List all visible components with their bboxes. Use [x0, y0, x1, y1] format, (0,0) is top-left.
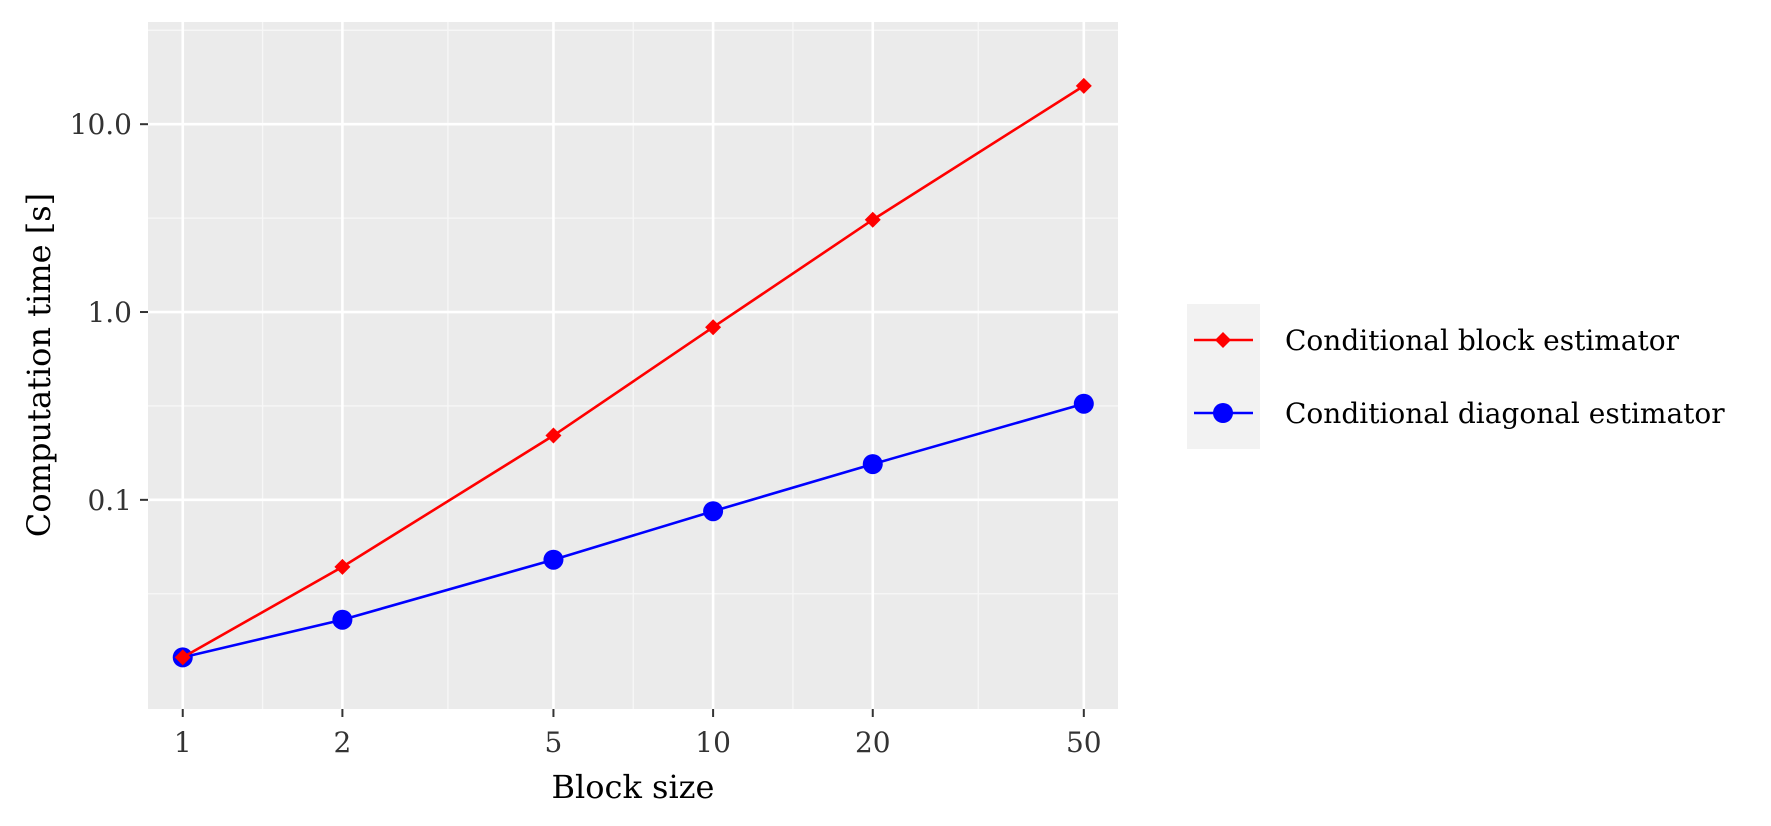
- y-tick-label: 1.0: [87, 296, 132, 329]
- data-point: [545, 427, 562, 444]
- data-point: [1073, 393, 1094, 414]
- y-axis: 0.1 1.0 10.0: [70, 108, 148, 517]
- legend-label: Conditional diagonal estimator: [1285, 397, 1725, 430]
- legend-item: Conditional diagonal estimator: [1194, 397, 1725, 430]
- y-axis-title: Computation time [s]: [20, 193, 58, 537]
- series-2: [172, 393, 1094, 668]
- data-point: [174, 649, 191, 666]
- legend-item: Conditional block estimator: [1194, 324, 1680, 357]
- x-tick-label: 5: [545, 726, 563, 759]
- data-point: [332, 609, 353, 630]
- x-tick-label: 2: [333, 726, 351, 759]
- y-tick-label: 10.0: [70, 108, 132, 141]
- data-point: [862, 454, 883, 475]
- data-point: [334, 558, 351, 575]
- series-line: [182, 84, 1085, 659]
- x-axis-title: Block size: [552, 768, 715, 806]
- x-tick-label: 10: [695, 726, 731, 759]
- legend-marker: [1213, 403, 1233, 423]
- series-line: [182, 402, 1085, 659]
- series-layer: [172, 77, 1094, 668]
- legend-key-background: [1187, 304, 1260, 449]
- data-point: [703, 501, 724, 522]
- x-tick-label: 1: [174, 726, 192, 759]
- data-point: [864, 211, 881, 228]
- x-tick-label: 50: [1066, 726, 1102, 759]
- y-tick-label: 0.1: [87, 484, 132, 517]
- x-axis: 1 2 5 10 20 50: [174, 709, 1102, 759]
- minor-gridlines: [148, 22, 1118, 709]
- legend-label: Conditional block estimator: [1285, 324, 1680, 357]
- data-point: [543, 549, 564, 570]
- legend-marker: [1215, 332, 1231, 348]
- major-gridlines: [148, 22, 1118, 709]
- data-point: [705, 319, 722, 336]
- data-point: [1075, 77, 1092, 94]
- series-1: [174, 77, 1092, 666]
- legend: Conditional block estimator Conditional d…: [1187, 304, 1725, 449]
- x-tick-label: 20: [855, 726, 891, 759]
